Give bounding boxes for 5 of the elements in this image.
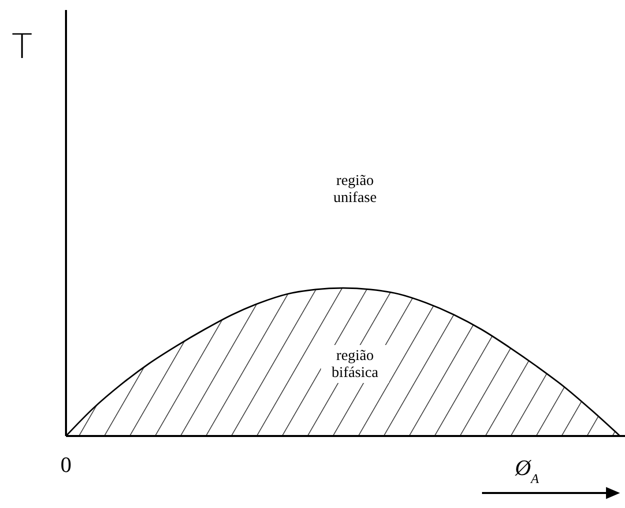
x-axis-title: Ø$_{A}$: [514, 455, 540, 486]
text: 0: [60, 452, 72, 477]
text: T: [12, 27, 33, 67]
text: região unifase: [333, 173, 377, 206]
annotation: região bifásica: [332, 348, 379, 381]
